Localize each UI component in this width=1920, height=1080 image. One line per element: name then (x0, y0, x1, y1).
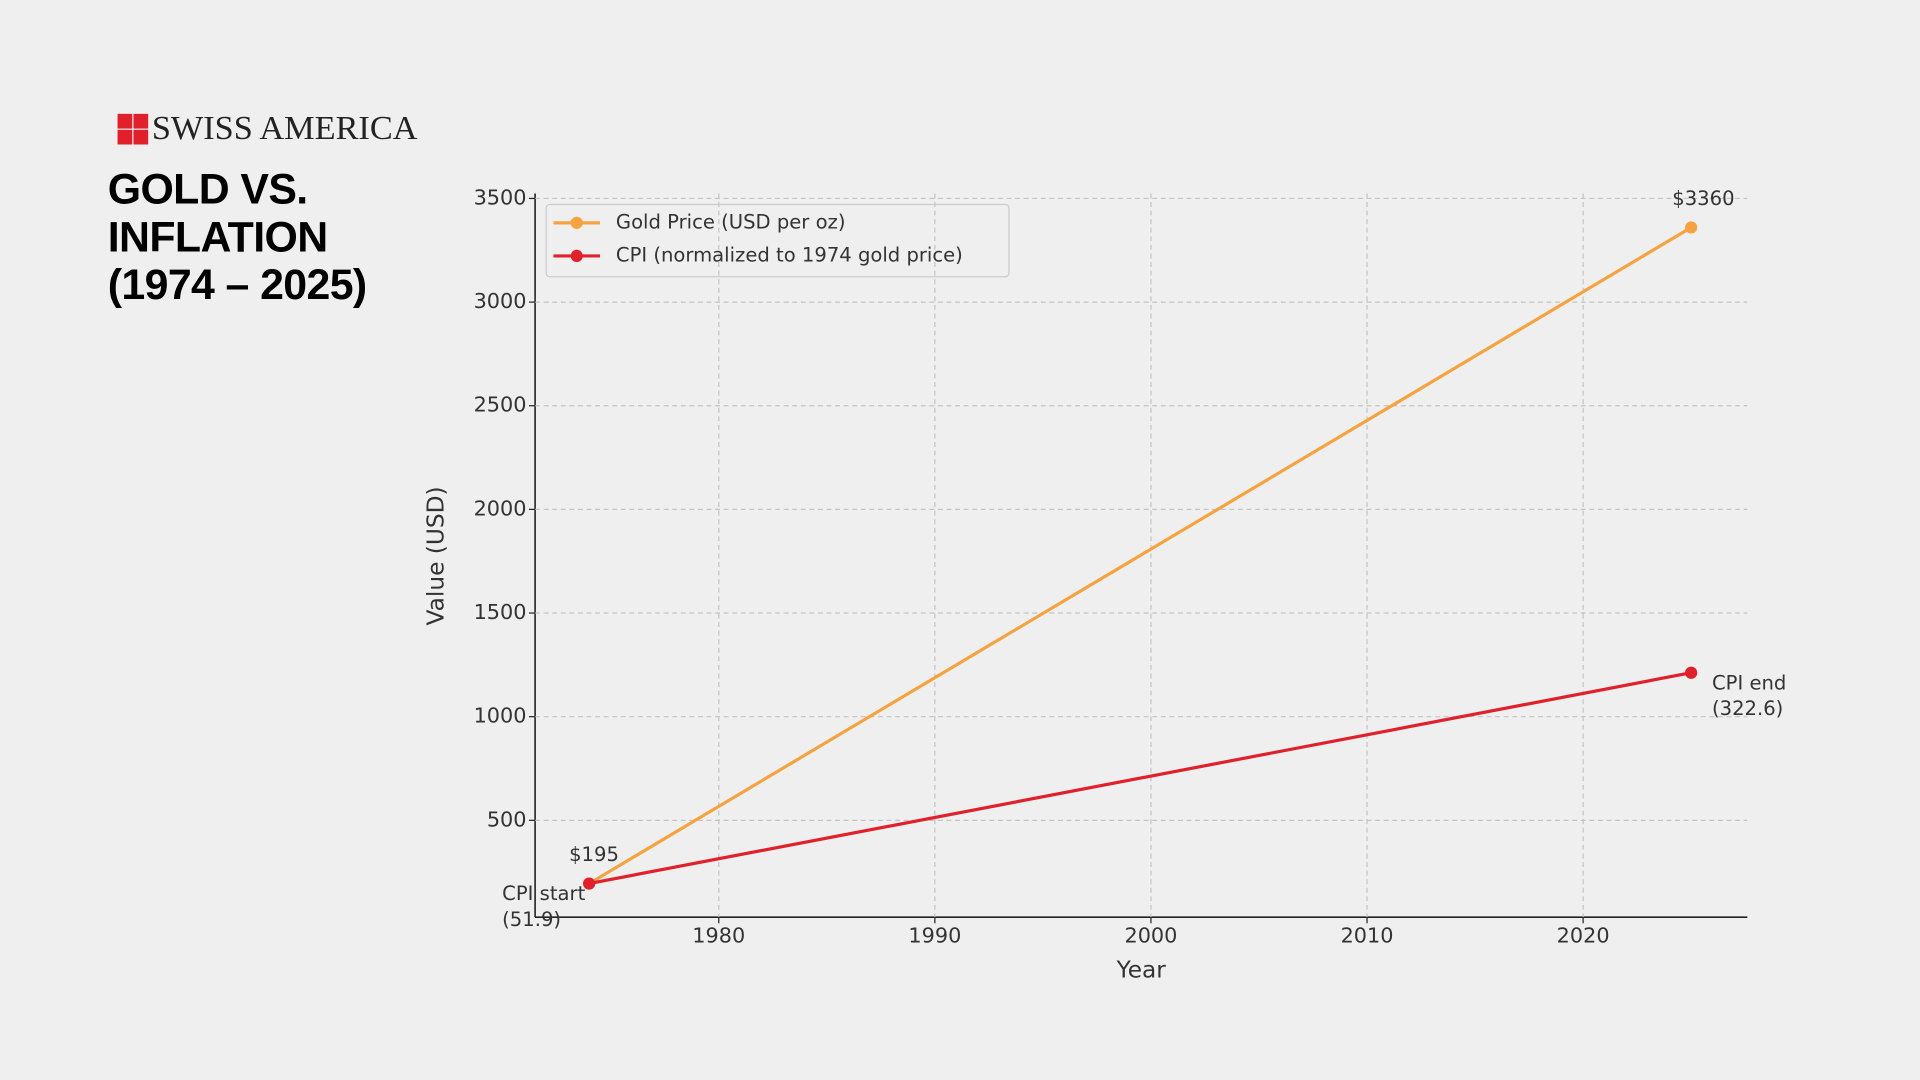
y-tick-label: 1500 (474, 600, 527, 624)
annotation: CPI end (1712, 671, 1786, 694)
x-tick-label: 1980 (692, 924, 745, 948)
legend-marker (570, 249, 583, 263)
y-tick-label: 3000 (474, 289, 527, 313)
legend-label: Gold Price (USD per oz) (616, 210, 846, 233)
brand: SWISS AMERICA (152, 109, 418, 147)
y-tick-label: 3500 (474, 185, 527, 209)
value-label: $195 (569, 843, 619, 866)
annotation: (322.6) (1712, 697, 1783, 720)
legend-marker (570, 216, 583, 229)
value-label: $3360 (1672, 187, 1734, 210)
legend-label: CPI (normalized to 1974 gold price) (616, 243, 963, 266)
y-tick-label: 500 (487, 807, 527, 831)
point (1685, 221, 1698, 234)
x-tick-label: 2020 (1557, 924, 1610, 948)
point (583, 877, 596, 890)
line (588, 226, 1692, 885)
legend (545, 203, 1010, 278)
title-line: GOLD VS. (108, 166, 308, 214)
annotation: CPI start (502, 882, 585, 905)
title: GOLD VS.INFLATION(1974 – 2025) (108, 166, 367, 310)
title-line: (1974 – 2025) (108, 261, 367, 309)
x-tick-label: 1990 (908, 924, 961, 948)
x-tick-label: 2010 (1341, 924, 1394, 948)
y-tick-label: 2000 (474, 496, 527, 520)
logo-icon (117, 113, 149, 145)
annotation: (51.9) (502, 908, 561, 931)
x-axis-label: Year (1116, 957, 1167, 984)
y-tick-label: 2500 (474, 393, 527, 417)
y-tick-label: 1000 (474, 704, 527, 728)
x-tick-label: 2000 (1124, 924, 1177, 948)
point (1685, 666, 1698, 679)
y-axis-label: Value (USD) (423, 486, 450, 625)
title-line: INFLATION (108, 213, 328, 261)
line (588, 671, 1692, 886)
